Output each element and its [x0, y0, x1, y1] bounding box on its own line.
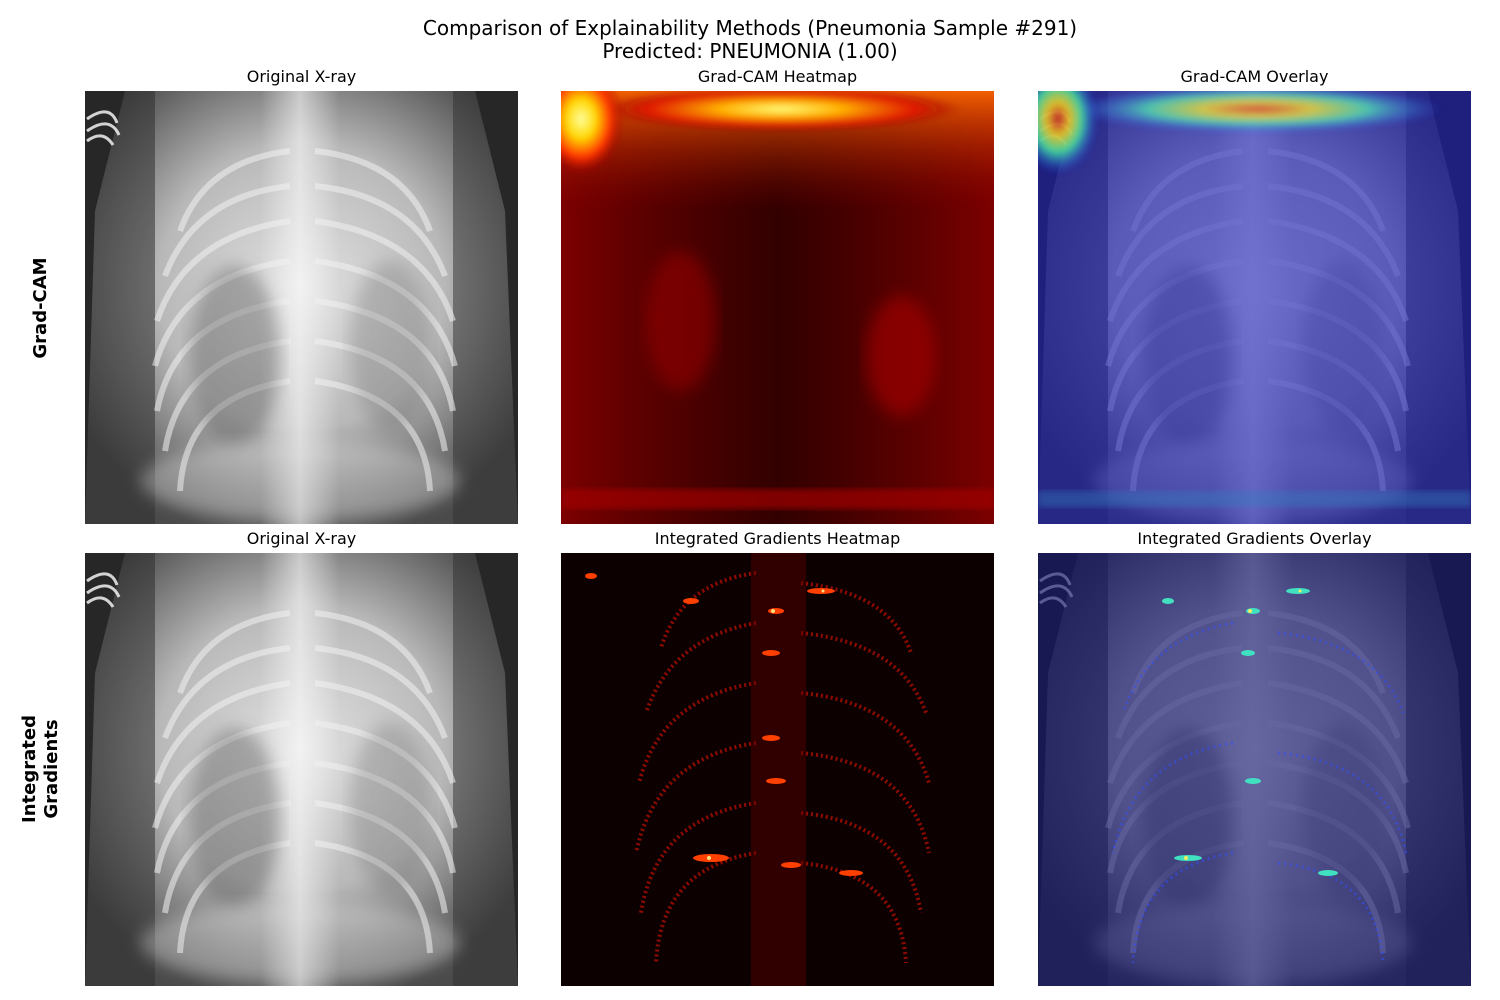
figure-subtitle: Predicted: PNEUMONIA (1.00)	[602, 39, 898, 63]
panel-title-gradcam-heatmap: Grad-CAM Heatmap	[697, 67, 858, 86]
panel-title-original-xray: Original X-ray	[246, 529, 357, 548]
panel-title-ig-heatmap: Integrated Gradients Heatmap	[654, 529, 901, 548]
row-label-gradcam: Grad-CAM	[30, 257, 52, 358]
gradcam-overlay-image	[1038, 91, 1471, 524]
row-label-line: Gradients	[41, 719, 62, 819]
panel-title-ig-overlay: Integrated Gradients Overlay	[1137, 529, 1372, 548]
figure-title: Comparison of Explainability Methods (Pn…	[422, 16, 1078, 40]
panel-title-original-xray: Original X-ray	[246, 67, 357, 86]
row-label-line: Integrated	[19, 715, 40, 823]
original-xray-image	[85, 553, 518, 986]
ig-overlay-image	[1038, 553, 1471, 986]
gradcam-heatmap-image	[561, 91, 994, 524]
ig-heatmap-image	[561, 553, 994, 986]
row-label-line: Grad-CAM	[30, 257, 51, 359]
original-xray-image	[85, 91, 518, 524]
row-label-integrated-gradients: Integrated Gradients	[19, 715, 63, 823]
panel-title-gradcam-overlay: Grad-CAM Overlay	[1180, 67, 1329, 86]
